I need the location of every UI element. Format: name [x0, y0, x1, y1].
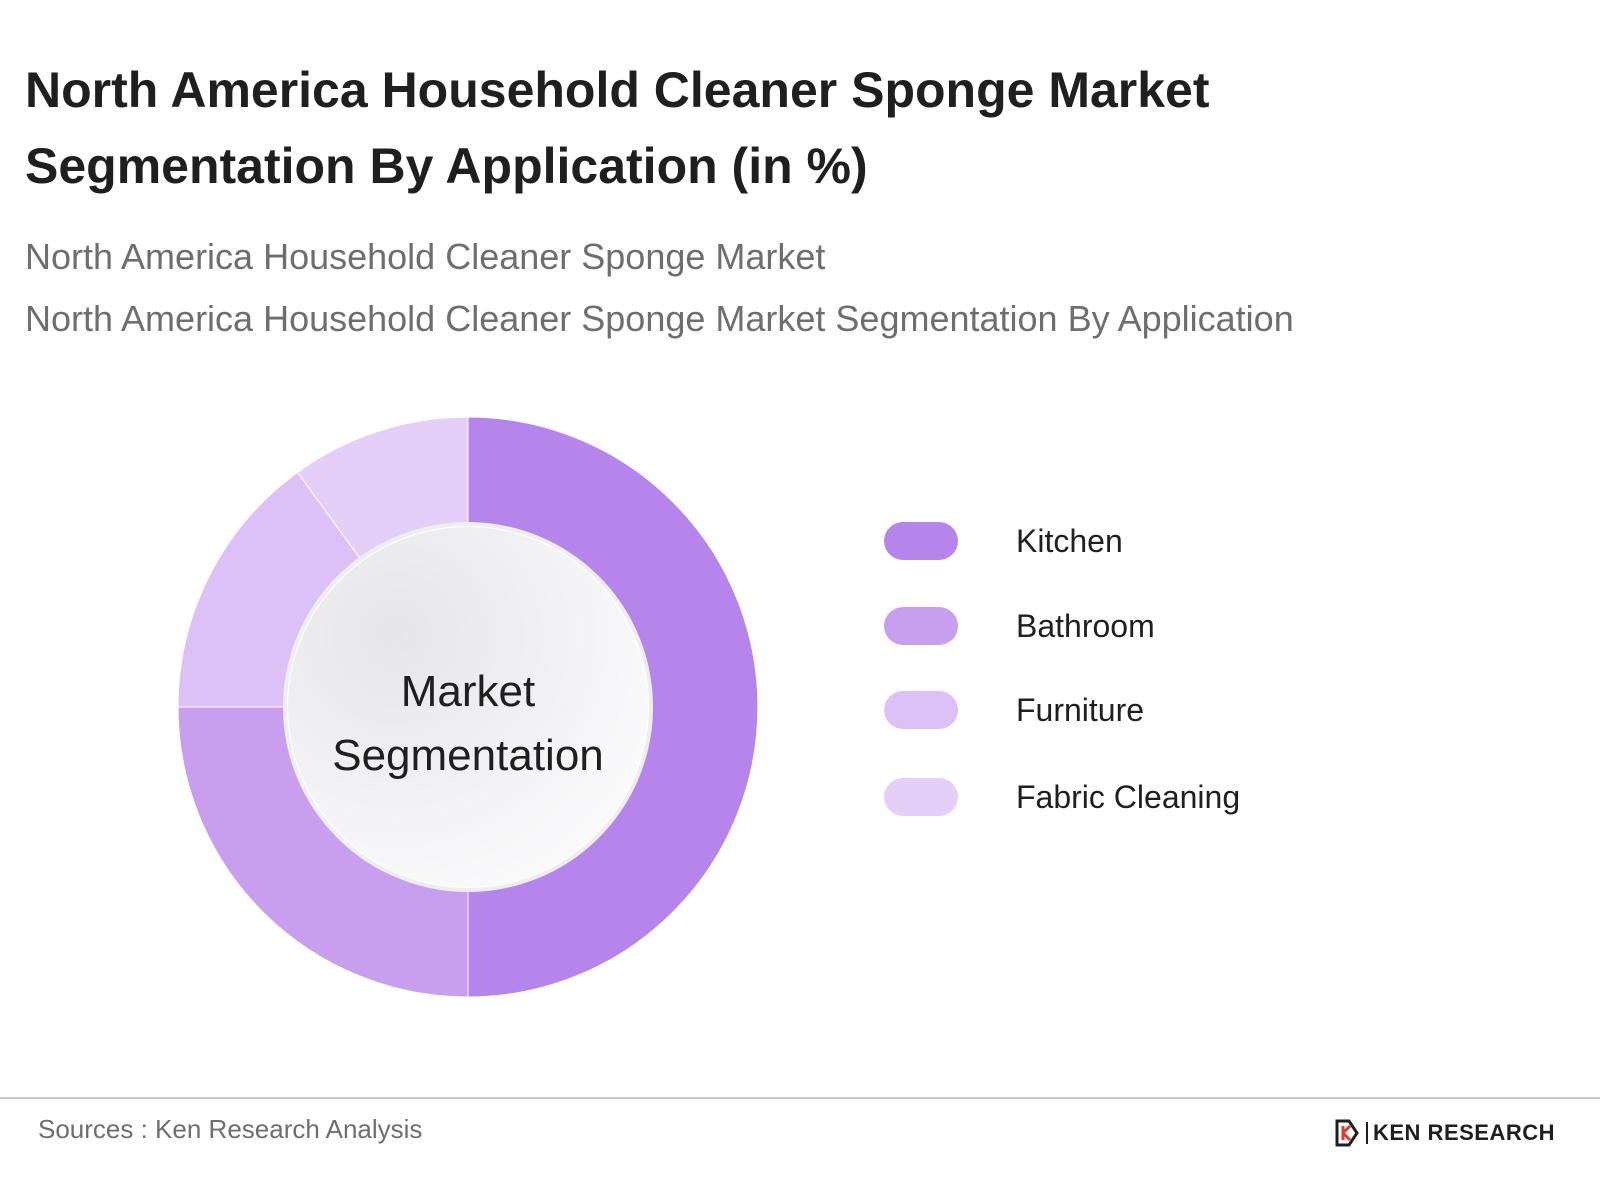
- legend-label-bathroom: Bathroom: [1016, 608, 1155, 644]
- legend-item-furniture: Furniture: [884, 691, 1484, 731]
- legend-swatch-fabric-cleaning: [884, 778, 958, 816]
- center-label-line2: Segmentation: [332, 731, 604, 780]
- legend-label-kitchen: Kitchen: [1016, 523, 1123, 559]
- chart-title: North America Household Cleaner Sponge M…: [25, 62, 1210, 194]
- legend-item-kitchen: Kitchen: [884, 522, 1484, 562]
- source-note: Sources : Ken Research Analysis: [38, 1114, 423, 1144]
- legend-swatch-furniture: [884, 691, 958, 729]
- subtitle-segmentation: North America Household Cleaner Sponge M…: [25, 298, 1294, 339]
- legend-item-fabric-cleaning: Fabric Cleaning: [884, 778, 1484, 818]
- legend-swatch-kitchen: [884, 522, 958, 560]
- legend-label-fabric-cleaning: Fabric Cleaning: [1016, 779, 1241, 815]
- legend-item-bathroom: Bathroom: [884, 607, 1484, 647]
- donut-center-fill: [288, 527, 648, 887]
- ken-research-logo-icon: [1335, 1119, 1359, 1147]
- legend-swatch-bathroom: [884, 607, 958, 645]
- donut-chart: [177, 416, 759, 998]
- ken-research-logo-text: KEN RESEARCH: [1366, 1122, 1555, 1144]
- footer-divider: [0, 1097, 1600, 1099]
- donut-center-label: Market Segmentation: [288, 660, 648, 788]
- subtitle-market: North America Household Cleaner Sponge M…: [25, 236, 826, 277]
- center-label-line1: Market: [400, 667, 536, 716]
- ken-research-logo: KEN RESEARCH: [1334, 1116, 1555, 1150]
- legend-label-furniture: Furniture: [1016, 692, 1145, 728]
